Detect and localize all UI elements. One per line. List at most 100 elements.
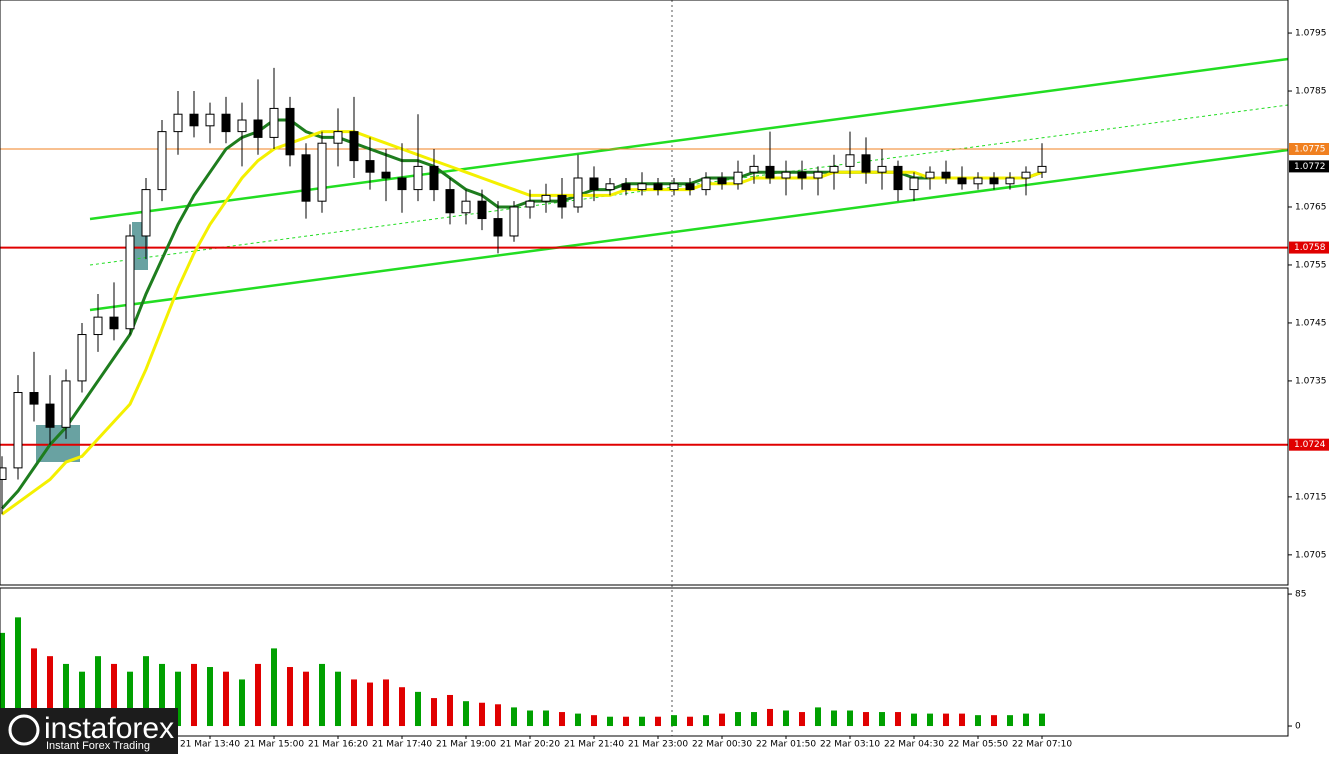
y-tick-label: 1.0735 <box>1295 376 1327 386</box>
volume-bar <box>863 712 869 727</box>
candle-body <box>93 316 103 336</box>
y-tick-label: 1.0715 <box>1295 492 1327 502</box>
price-tag <box>1289 143 1329 156</box>
volume-bar <box>575 713 581 727</box>
volume-bar <box>911 713 917 727</box>
y-tick-label: 1.0795 <box>1295 29 1327 39</box>
volume-bar <box>351 679 357 727</box>
candle-body <box>317 142 327 202</box>
volume-bar <box>79 671 85 727</box>
volume-bar <box>1039 713 1045 727</box>
price-tag <box>1289 241 1329 254</box>
volume-bar <box>543 710 549 727</box>
volume-bar <box>559 712 565 727</box>
volume-bar <box>975 715 981 727</box>
volume-bar <box>0 632 5 727</box>
candle-body <box>189 113 199 127</box>
candle-body <box>557 194 567 208</box>
volume-bar <box>879 712 885 727</box>
volume-tick-label: 0 <box>1295 722 1301 732</box>
candle-body <box>493 218 503 237</box>
candle-body <box>285 107 295 156</box>
volume-bar <box>783 710 789 727</box>
candle-body <box>653 183 663 191</box>
volume-bar <box>303 671 309 727</box>
volume-bar <box>287 667 293 727</box>
volume-bar <box>319 663 325 727</box>
candle-body <box>397 177 407 191</box>
candle-body <box>621 183 631 191</box>
volume-bar <box>943 713 949 727</box>
volume-bar <box>399 687 405 727</box>
candle-body <box>957 177 967 185</box>
candle-body <box>125 235 135 330</box>
volume-bar <box>63 663 69 727</box>
candle-body <box>685 183 695 191</box>
candle-body <box>349 131 359 162</box>
volume-bar <box>111 663 117 727</box>
logo-icon <box>8 714 40 746</box>
candle-body <box>829 165 839 173</box>
volume-bar <box>239 679 245 727</box>
x-tick-label: 21 Mar 15:00 <box>244 740 304 750</box>
candle-body <box>861 154 871 173</box>
candle-body <box>845 154 855 167</box>
x-tick-label: 22 Mar 01:50 <box>756 740 816 750</box>
plot <box>0 67 1288 727</box>
volume-bar <box>687 716 693 727</box>
price-tag <box>1289 438 1329 451</box>
volume-bar <box>527 710 533 727</box>
candle-body <box>141 189 151 237</box>
candle-body <box>941 171 951 179</box>
candle-body <box>173 113 183 133</box>
candle-body <box>925 171 935 179</box>
logo: instaforex Instant Forex Trading <box>0 708 178 754</box>
candle-body <box>429 165 439 191</box>
volume-bar <box>831 710 837 727</box>
volume-bar <box>463 701 469 727</box>
volume-bar <box>623 716 629 727</box>
volume-bar <box>367 682 373 727</box>
volume-bar <box>431 698 437 727</box>
volume-bar <box>1007 715 1013 727</box>
volume-bar <box>495 704 501 727</box>
candle-body <box>813 171 823 179</box>
candle-body <box>29 392 39 405</box>
volume-bar <box>639 716 645 727</box>
volume-bar <box>255 663 261 727</box>
x-tick-label: 21 Mar 13:40 <box>180 740 240 750</box>
x-tick-label: 22 Mar 05:50 <box>948 740 1008 750</box>
y-tick-label: 1.0705 <box>1295 550 1327 560</box>
candle-body <box>701 177 711 191</box>
volume-bar <box>95 656 101 727</box>
candle-body <box>157 131 167 191</box>
candle-body <box>733 171 743 185</box>
y-tick-label: 1.0745 <box>1295 318 1327 328</box>
volume-bar <box>207 667 213 727</box>
volume-bar <box>31 648 37 727</box>
channel-upper <box>89 57 1289 221</box>
price-frame <box>0 0 1289 586</box>
channel-lower <box>89 148 1289 312</box>
candle-body <box>1037 165 1047 173</box>
candle-body <box>13 392 23 469</box>
volume-bar <box>159 663 165 727</box>
logo-tagline: Instant Forex Trading <box>46 740 150 752</box>
candle-body <box>301 154 311 202</box>
candle-body <box>509 206 519 237</box>
volume-bar <box>1023 713 1029 727</box>
y-tick-label: 1.0765 <box>1295 202 1327 212</box>
x-tick-label: 21 Mar 23:00 <box>628 740 688 750</box>
candle-body <box>333 131 343 144</box>
volume-bar <box>143 656 149 727</box>
candle-body <box>1005 177 1015 185</box>
volume-bar <box>47 656 53 727</box>
volume-bar <box>703 715 709 727</box>
candle-body <box>797 171 807 179</box>
x-tick-label: 21 Mar 21:40 <box>564 740 624 750</box>
x-tick-label: 22 Mar 07:10 <box>1012 740 1072 750</box>
candle-body <box>205 113 215 127</box>
candle-body <box>541 194 551 202</box>
volume-bar <box>847 710 853 727</box>
